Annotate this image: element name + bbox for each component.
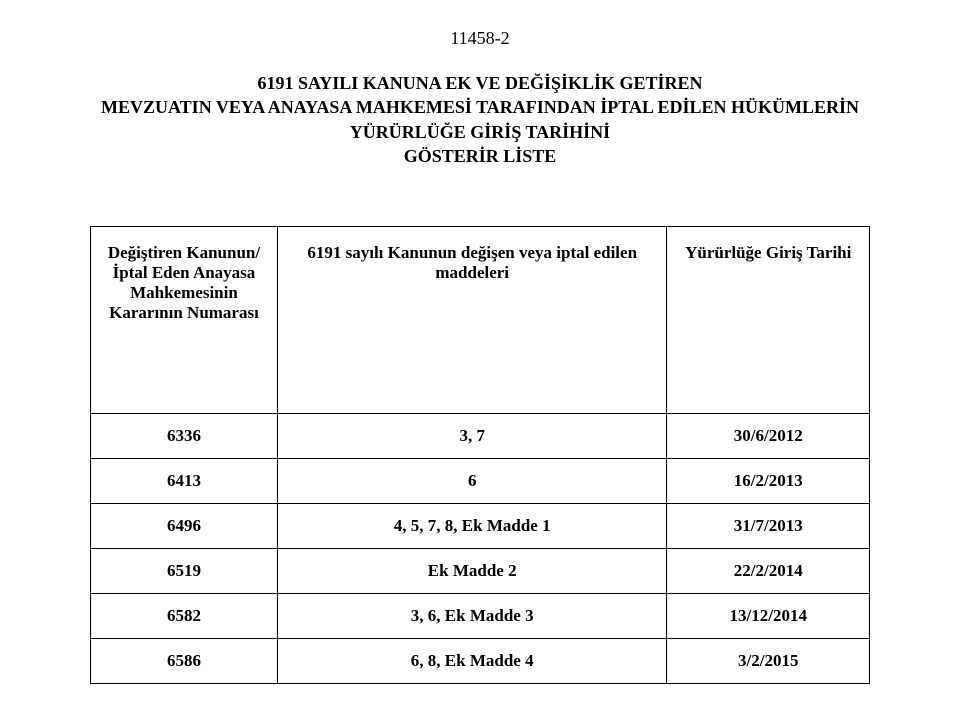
table-cell: 22/2/2014 bbox=[667, 549, 870, 594]
table-header-col2: 6191 sayılı Kanunun değişen veya iptal e… bbox=[277, 227, 667, 414]
table-cell: 3, 7 bbox=[277, 414, 667, 459]
table-cell: 6, 8, Ek Madde 4 bbox=[277, 639, 667, 684]
table-cell: 6519 bbox=[91, 549, 278, 594]
table-cell: 3, 6, Ek Madde 3 bbox=[277, 594, 667, 639]
table-cell: 3/2/2015 bbox=[667, 639, 870, 684]
table-cell: 16/2/2013 bbox=[667, 459, 870, 504]
table-cell: 6413 bbox=[91, 459, 278, 504]
table-row: 6336 3, 7 30/6/2012 bbox=[91, 414, 870, 459]
title-line-2: MEVZUATIN VEYA ANAYASA MAHKEMESİ TARAFIN… bbox=[90, 95, 870, 119]
table-row: 6582 3, 6, Ek Madde 3 13/12/2014 bbox=[91, 594, 870, 639]
table-cell: 6336 bbox=[91, 414, 278, 459]
table-cell: 31/7/2013 bbox=[667, 504, 870, 549]
document-page: 11458-2 6191 SAYILI KANUNA EK VE DEĞİŞİK… bbox=[0, 0, 960, 703]
title-line-3: YÜRÜRLÜĞE GİRİŞ TARİHİNİ bbox=[90, 120, 870, 144]
table-cell: 4, 5, 7, 8, Ek Madde 1 bbox=[277, 504, 667, 549]
table-header-col1: Değiştiren Kanunun/ İptal Eden Anayasa M… bbox=[91, 227, 278, 414]
table-row: 6496 4, 5, 7, 8, Ek Madde 1 31/7/2013 bbox=[91, 504, 870, 549]
table-row: 6586 6, 8, Ek Madde 4 3/2/2015 bbox=[91, 639, 870, 684]
liste-table: Değiştiren Kanunun/ İptal Eden Anayasa M… bbox=[90, 226, 870, 684]
table-cell: 6586 bbox=[91, 639, 278, 684]
page-number: 11458-2 bbox=[90, 28, 870, 49]
table-cell: 30/6/2012 bbox=[667, 414, 870, 459]
table-row: 6519 Ek Madde 2 22/2/2014 bbox=[91, 549, 870, 594]
table-cell: Ek Madde 2 bbox=[277, 549, 667, 594]
table-cell: 6496 bbox=[91, 504, 278, 549]
table-row: 6413 6 16/2/2013 bbox=[91, 459, 870, 504]
title-line-1: 6191 SAYILI KANUNA EK VE DEĞİŞİKLİK GETİ… bbox=[90, 71, 870, 95]
table-cell: 13/12/2014 bbox=[667, 594, 870, 639]
table-cell: 6 bbox=[277, 459, 667, 504]
table-header-row: Değiştiren Kanunun/ İptal Eden Anayasa M… bbox=[91, 227, 870, 414]
title-block: 6191 SAYILI KANUNA EK VE DEĞİŞİKLİK GETİ… bbox=[90, 71, 870, 168]
table-cell: 6582 bbox=[91, 594, 278, 639]
table-header-col3: Yürürlüğe Giriş Tarihi bbox=[667, 227, 870, 414]
title-line-4: GÖSTERİR LİSTE bbox=[90, 144, 870, 168]
